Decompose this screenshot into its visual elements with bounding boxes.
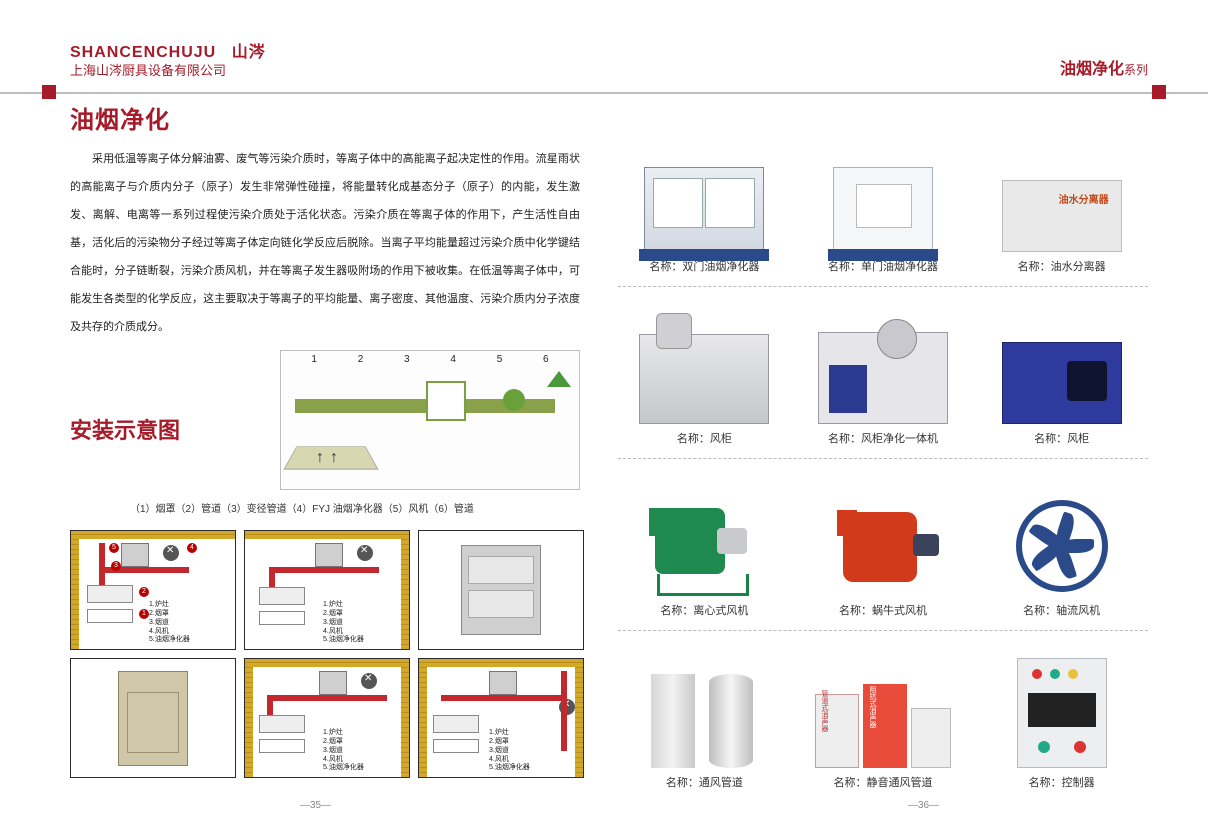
schematic-legend: （1）烟罩（2）管道（3）变径管道（4）FYJ 油烟净化器（5）风机（6）管道 xyxy=(130,500,474,515)
product-fan-cabinet-2: 名称：风柜 xyxy=(975,294,1148,462)
schematic-purifier xyxy=(426,381,466,421)
product-fan-cabinet-integrated: 名称：风柜净化一体机 xyxy=(797,294,970,462)
silent-label-a: 管道式消声器 xyxy=(819,690,829,732)
label-prefix: 名称： xyxy=(828,433,861,445)
sch-num-4: 4 xyxy=(450,354,456,365)
install-thumb-3 xyxy=(418,530,584,650)
product-name: 风柜 xyxy=(710,433,732,445)
silent-label-b: 阻抗式消声器 xyxy=(867,686,877,728)
schematic-numbers: 1 2 3 4 5 6 xyxy=(291,354,569,365)
sch-num-3: 3 xyxy=(404,354,410,365)
sch-num-1: 1 xyxy=(311,354,317,365)
catalog-spread: SHANCENCHUJU 山涔 上海山涔厨具设备有限公司 油烟净化系列 油烟净化… xyxy=(0,0,1208,825)
product-name: 风柜 xyxy=(1067,433,1089,445)
thumb-legend-5: 1.炉灶 2.烟罩 3.烟道 4.风机 5.油烟净化器 xyxy=(323,729,364,773)
product-name: 单门油烟净化器 xyxy=(861,261,938,273)
product-silent-duct: 管道式消声器 阻抗式消声器 名称：静音通风管道 xyxy=(797,638,970,806)
page-number-right: —36— xyxy=(908,800,939,811)
sch-num-2: 2 xyxy=(358,354,364,365)
product-sgl-purifier: 名称：单门油烟净化器 xyxy=(797,122,970,290)
install-thumb-1: 1 2 3 4 5 1.炉灶 2.烟罩 3.烟道 4.风机 5.油烟净化器 xyxy=(70,530,236,650)
cabinet-box-icon xyxy=(118,671,188,766)
label-prefix: 名称： xyxy=(839,605,872,617)
label-prefix: 名称： xyxy=(1029,777,1062,789)
label-prefix: 名称： xyxy=(1023,605,1056,617)
section-title: 油烟净化 xyxy=(70,100,594,135)
purifier-box-icon xyxy=(461,545,541,635)
product-grid: 名称：双门油烟净化器 名称：单门油烟净化器 名称：油水分离器 名称：风柜 名称：… xyxy=(618,122,1148,806)
install-title: 安装示意图 xyxy=(70,413,180,445)
product-name: 油水分离器 xyxy=(1051,261,1106,273)
product-axial-fan: 名称：轴流风机 xyxy=(975,466,1148,634)
page-left: 油烟净化 采用低温等离子体分解油雾、废气等污染介质时，等离子体中的高能离子起决定… xyxy=(0,0,604,825)
install-thumb-5: 1.炉灶 2.烟罩 3.烟道 4.风机 5.油烟净化器 xyxy=(244,658,410,778)
install-thumb-6: 1.炉灶 2.烟罩 3.烟道 4.风机 5.油烟净化器 xyxy=(418,658,584,778)
product-name: 蜗牛式风机 xyxy=(872,605,927,617)
product-fan-cabinet-1: 名称：风柜 xyxy=(618,294,791,462)
schematic-fan xyxy=(503,389,525,411)
product-controller: 名称：控制器 xyxy=(975,638,1148,806)
sch-num-5: 5 xyxy=(497,354,503,365)
install-thumb-2: 1.炉灶 2.烟罩 3.烟道 4.风机 5.油烟净化器 xyxy=(244,530,410,650)
thumb-legend-6: 1.炉灶 2.烟罩 3.烟道 4.风机 5.油烟净化器 xyxy=(489,729,530,773)
label-prefix: 名称： xyxy=(828,261,861,273)
sch-num-6: 6 xyxy=(543,354,549,365)
page-number-left: —35— xyxy=(300,800,331,811)
install-thumb-4 xyxy=(70,658,236,778)
body-text: 采用低温等离子体分解油雾、废气等污染介质时，等离子体中的高能离子起决定性的作用。… xyxy=(70,145,580,341)
thumb-legend-2: 1.炉灶 2.烟罩 3.烟道 4.风机 5.油烟净化器 xyxy=(323,601,364,645)
product-name: 静音通风管道 xyxy=(866,777,932,789)
label-prefix: 名称： xyxy=(677,433,710,445)
grid-separator xyxy=(618,286,1148,287)
label-prefix: 名称： xyxy=(1034,433,1067,445)
page-right: 名称：双门油烟净化器 名称：单门油烟净化器 名称：油水分离器 名称：风柜 名称：… xyxy=(604,0,1208,825)
label-prefix: 名称： xyxy=(833,777,866,789)
label-prefix: 名称： xyxy=(666,777,699,789)
schematic-outlet xyxy=(547,371,571,387)
install-schematic: 1 2 3 4 5 6 ↑↑ xyxy=(280,350,580,490)
grid-separator xyxy=(618,458,1148,459)
product-name: 通风管道 xyxy=(699,777,743,789)
label-prefix: 名称： xyxy=(660,605,693,617)
label-prefix: 名称： xyxy=(1018,261,1051,273)
product-name: 离心式风机 xyxy=(693,605,748,617)
thumb-legend-1: 1.炉灶 2.烟罩 3.烟道 4.风机 5.油烟净化器 xyxy=(149,601,190,645)
product-oilwater: 名称：油水分离器 xyxy=(975,122,1148,290)
product-name: 双门油烟净化器 xyxy=(682,261,759,273)
product-dbl-purifier: 名称：双门油烟净化器 xyxy=(618,122,791,290)
product-snail-fan: 名称：蜗牛式风机 xyxy=(797,466,970,634)
product-name: 控制器 xyxy=(1062,777,1095,789)
product-centrifugal-fan: 名称：离心式风机 xyxy=(618,466,791,634)
grid-separator xyxy=(618,630,1148,631)
product-name: 风柜净化一体机 xyxy=(861,433,938,445)
product-vent-duct: 名称：通风管道 xyxy=(618,638,791,806)
install-thumbnails: 1 2 3 4 5 1.炉灶 2.烟罩 3.烟道 4.风机 5.油烟净化器 1.… xyxy=(70,530,590,778)
label-prefix: 名称： xyxy=(649,261,682,273)
schematic-arrows-icon: ↑↑ xyxy=(316,449,344,467)
product-name: 轴流风机 xyxy=(1056,605,1100,617)
